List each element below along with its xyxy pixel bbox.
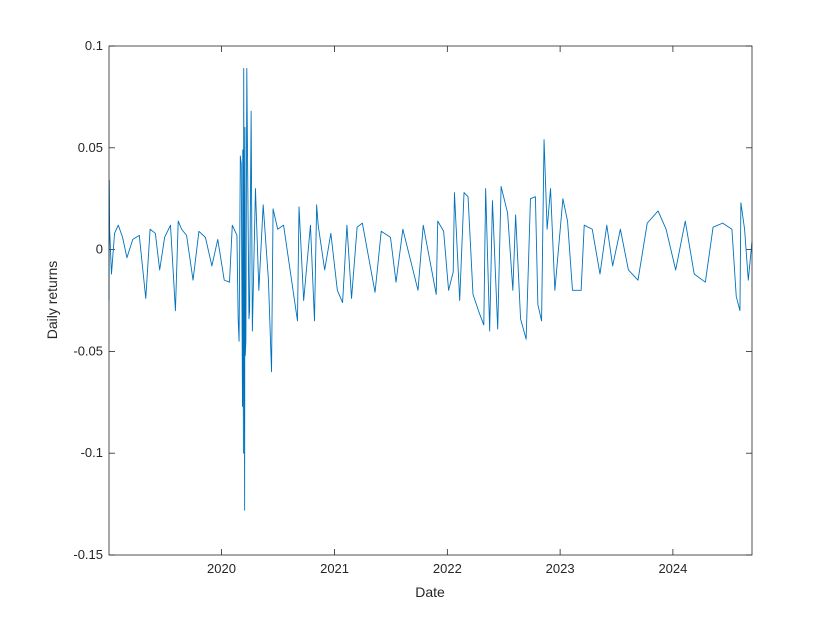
x-tick-label-0: 2020	[207, 561, 236, 576]
y-tick-label-0: 0.1	[85, 38, 103, 53]
y-tick-label-2: 0	[96, 242, 103, 257]
x-axis-label: Date	[415, 584, 445, 600]
tick-layer: 0.1 0.05 0 -0.05 -0.1 -0.15 2020 2021 2022 2023 20…	[73, 38, 752, 576]
x-tick-label-4: 2024	[658, 561, 687, 576]
plot-area	[109, 46, 752, 555]
y-axis-label: Daily returns	[44, 261, 60, 340]
x-tick-label-3: 2023	[546, 561, 575, 576]
y-tick-label-4: -0.1	[81, 445, 103, 460]
series-line-0	[108, 67, 753, 511]
axes-box	[108, 45, 753, 556]
y-tick-label-1: 0.05	[78, 140, 103, 155]
y-tick-label-5: -0.15	[73, 547, 103, 562]
x-tick-label-1: 2021	[320, 561, 349, 576]
y-tick-label-3: -0.05	[73, 343, 103, 358]
x-tick-label-2: 2022	[433, 561, 462, 576]
series-layer	[108, 67, 753, 511]
